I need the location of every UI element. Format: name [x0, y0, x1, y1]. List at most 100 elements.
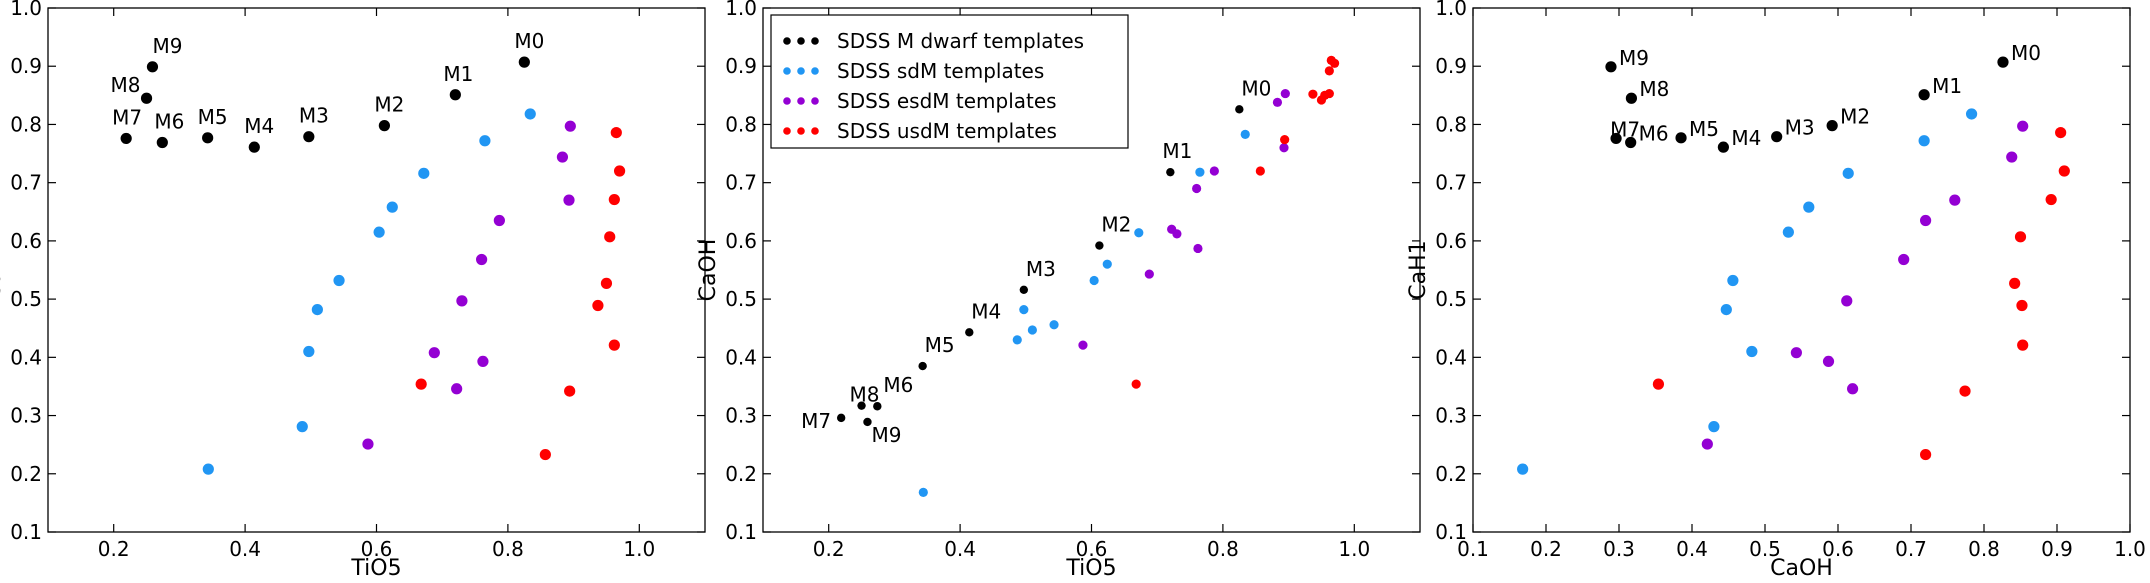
spectral-type-label: M5: [198, 105, 228, 129]
data-point: [608, 193, 620, 206]
data-point: [1625, 136, 1637, 149]
spectral-type-label: M7: [112, 105, 142, 129]
spectral-type-label: M3: [1026, 257, 1056, 281]
y-tick-label: 0.3: [725, 404, 757, 428]
y-tick-label: 0.5: [1435, 287, 1467, 311]
data-point: [333, 274, 345, 287]
data-point: [1918, 135, 1930, 147]
y-tick-label: 0.3: [1435, 404, 1467, 428]
data-point: [378, 120, 390, 132]
data-point: [1144, 269, 1154, 279]
data-point: [1517, 463, 1529, 475]
legend-entry-label: SDSS usdM templates: [837, 119, 1057, 143]
legend-marker: [797, 37, 805, 45]
data-point: [202, 463, 214, 475]
data-point: [1708, 421, 1720, 433]
data-point: [1324, 88, 1334, 99]
data-point: [2017, 339, 2029, 351]
data-point: [418, 167, 430, 179]
legend-marker: [783, 127, 791, 135]
x-tick-label: 0.4: [1676, 537, 1708, 561]
x-tick-label: 0.7: [1895, 537, 1927, 561]
x-tick-label: 1.0: [1338, 537, 1370, 561]
y-tick-label: 0.7: [725, 171, 757, 195]
legend-entry-label: SDSS M dwarf templates: [837, 29, 1084, 53]
data-point: [1610, 132, 1622, 145]
spectral-type-label: M3: [299, 104, 329, 128]
spectral-type-label: M1: [443, 62, 473, 86]
data-point: [1720, 303, 1732, 316]
legend-marker: [797, 67, 805, 75]
data-point: [1920, 448, 1932, 461]
data-point: [1131, 379, 1141, 389]
data-point: [493, 214, 505, 227]
y-tick-label: 0.5: [10, 287, 42, 311]
x-tick-label: 0.4: [229, 537, 261, 561]
y-tick-label: 1.0: [1435, 0, 1467, 20]
y-tick-label: 0.2: [725, 462, 757, 486]
y-tick-label: 0.6: [1435, 229, 1467, 253]
y-tick-label: 1.0: [725, 0, 757, 20]
y-tick-label: 0.3: [10, 404, 42, 428]
data-point: [477, 355, 489, 368]
x-tick-label: 0.8: [1968, 537, 2000, 561]
y-tick-label: 0.8: [725, 112, 757, 136]
x-tick-label: 0.8: [1207, 537, 1239, 561]
spectral-type-label: M1: [1162, 139, 1192, 163]
spectral-type-label: M9: [1619, 46, 1649, 70]
data-point: [428, 347, 440, 359]
y-tick-label: 0.1: [1435, 520, 1467, 544]
y-tick-label: 0.8: [10, 112, 42, 136]
data-point: [873, 402, 882, 411]
data-point: [1308, 89, 1318, 99]
x-tick-label: 0.9: [2041, 537, 2073, 561]
spectral-type-label: M6: [883, 373, 913, 397]
spectral-type-label: M0: [1241, 76, 1271, 100]
spectral-type-label: M7: [1610, 117, 1640, 141]
data-point: [836, 413, 846, 423]
data-point: [479, 135, 491, 147]
y-tick-label: 0.7: [10, 171, 42, 195]
data-point: [1316, 95, 1327, 105]
data-point: [456, 295, 468, 307]
spectral-type-label: M5: [1689, 117, 1719, 141]
data-point: [1771, 131, 1783, 143]
data-point: [415, 378, 427, 390]
data-point: [303, 131, 315, 143]
data-point: [1324, 66, 1334, 76]
spectral-type-label: M5: [925, 333, 955, 357]
data-point: [2045, 193, 2057, 206]
legend-box: [770, 14, 1129, 149]
chart-panel-left: 0.2 0.4 0.6 0.8 1.0 0.1 0.2 0.3 0.4 0.5 0.6 0.7 0.8 0…: [0, 0, 706, 581]
data-point: [556, 151, 569, 163]
data-point: [1255, 166, 1265, 176]
x-axis-label: TiO5: [350, 556, 401, 581]
spectral-type-label: M3: [1785, 116, 1815, 140]
chart-panel-right: 0.1 0.2 0.3 0.4 0.5 0.6 0.7 0.8 0.9 1.0 0.1 0.2 0.3 0…: [1406, 0, 2146, 581]
y-axis-label: CaH1: [0, 240, 6, 299]
y-tick-label: 0.9: [1435, 54, 1467, 78]
spectral-type-label: M2: [1101, 213, 1131, 237]
data-point: [1329, 58, 1340, 68]
legend-marker: [783, 67, 791, 75]
data-point: [2014, 231, 2027, 243]
data-point: [1089, 275, 1099, 286]
data-point: [2006, 151, 2018, 163]
data-point: [373, 226, 385, 238]
data-point: [1195, 167, 1205, 177]
legend-marker: [811, 127, 819, 135]
spectral-type-label: M9: [152, 34, 182, 58]
y-axis-label: CaOH: [696, 239, 721, 302]
data-point: [2016, 299, 2028, 312]
data-point: [476, 253, 488, 266]
data-point: [2017, 120, 2029, 132]
data-point: [600, 277, 613, 289]
data-point: [120, 132, 132, 145]
data-point: [1959, 385, 1971, 397]
legend-entry-label: SDSS sdM templates: [837, 59, 1044, 83]
y-tick-label: 0.9: [725, 54, 757, 78]
spectral-type-label: M4: [244, 114, 274, 138]
x-tick-label: 0.2: [813, 537, 845, 561]
plot-frame: [47, 7, 706, 533]
data-point: [1166, 167, 1175, 177]
